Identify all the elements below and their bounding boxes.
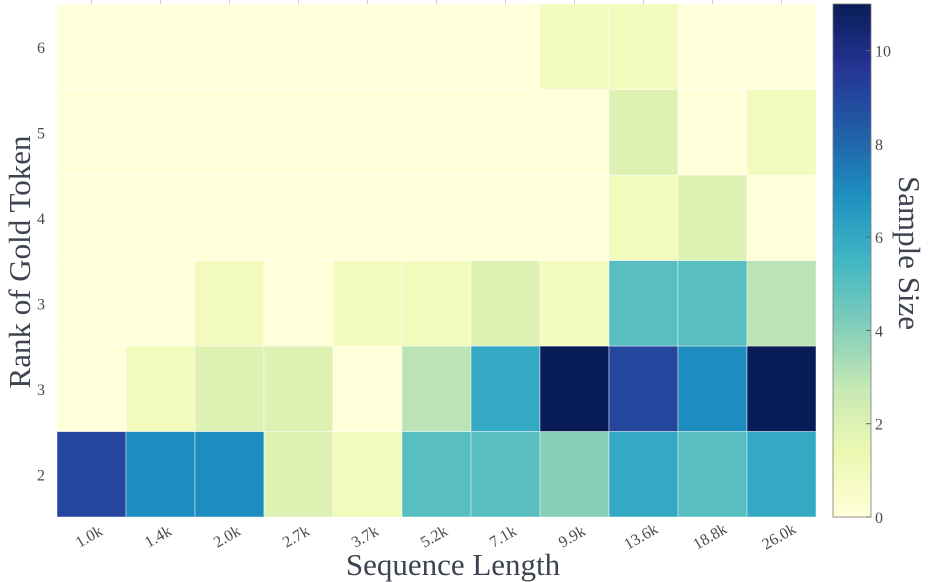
heatmap-cell bbox=[56, 89, 127, 176]
heatmap-cell bbox=[470, 260, 541, 347]
x-tick-label: 13.6k bbox=[621, 521, 661, 554]
heatmap-cell bbox=[746, 260, 817, 347]
heatmap-cell bbox=[56, 345, 127, 432]
x-tick-label: 26.0k bbox=[759, 521, 799, 554]
colorbar-tick-label: 4 bbox=[875, 324, 883, 341]
heatmap-cell bbox=[263, 89, 334, 176]
heatmap-cell bbox=[539, 431, 610, 518]
y-tick-labels: 2 3 3 4 5 6 bbox=[37, 40, 45, 484]
heatmap-cell bbox=[332, 431, 403, 518]
heatmap-cell bbox=[539, 3, 610, 90]
x-tick-label: 1.0k bbox=[73, 523, 106, 552]
heatmap-cell bbox=[56, 431, 127, 518]
heatmap-cell bbox=[401, 89, 472, 176]
heatmap-cell bbox=[401, 431, 472, 518]
heatmap-cell bbox=[470, 431, 541, 518]
heatmap-cell bbox=[470, 174, 541, 261]
heatmap-cell bbox=[401, 3, 472, 90]
x-tick-label: 1.4k bbox=[142, 523, 175, 552]
heatmap-cell bbox=[125, 431, 196, 518]
heatmap-cell bbox=[470, 3, 541, 90]
y-axis-title: Rank of Gold Token bbox=[2, 135, 37, 388]
heatmap-cell bbox=[332, 3, 403, 90]
colorbar-tick-label: 2 bbox=[875, 417, 883, 434]
x-axis-title: Sequence Length bbox=[346, 547, 561, 582]
heatmap-cell bbox=[608, 260, 679, 347]
colorbar-tick-label: 0 bbox=[875, 510, 883, 527]
heatmap-cell bbox=[263, 345, 334, 432]
heatmap-cell bbox=[608, 3, 679, 90]
heatmap-cell bbox=[677, 174, 748, 261]
heatmap-cell bbox=[608, 89, 679, 176]
y-tick-label: 3 bbox=[37, 382, 45, 399]
heatmap-cell bbox=[746, 89, 817, 176]
heatmap-cell bbox=[194, 260, 265, 347]
heatmap-cell bbox=[263, 174, 334, 261]
heatmap-cell bbox=[401, 345, 472, 432]
heatmap-cell bbox=[263, 3, 334, 90]
colorbar-tick-label: 10 bbox=[875, 44, 891, 61]
y-tick-label: 6 bbox=[37, 40, 45, 57]
heatmap-cell bbox=[746, 345, 817, 432]
heatmap-cell bbox=[332, 89, 403, 176]
x-tick-label: 9.9k bbox=[556, 523, 589, 552]
x-tick-label: 2.7k bbox=[280, 523, 313, 552]
heatmap-cell bbox=[125, 345, 196, 432]
heatmap-cell bbox=[470, 89, 541, 176]
heatmap-cell bbox=[125, 89, 196, 176]
heatmap-cell bbox=[677, 345, 748, 432]
heatmap-cell bbox=[746, 174, 817, 261]
heatmap-cell bbox=[608, 431, 679, 518]
heatmap-cell bbox=[332, 174, 403, 261]
heatmap-cell bbox=[746, 3, 817, 90]
heatmap-cell bbox=[56, 3, 127, 90]
heatmap-cell bbox=[263, 431, 334, 518]
heatmap-cell bbox=[677, 431, 748, 518]
heatmap-cell bbox=[608, 174, 679, 261]
y-tick-label: 2 bbox=[37, 467, 45, 484]
heatmap-cell bbox=[125, 260, 196, 347]
y-tick-label: 3 bbox=[37, 296, 45, 313]
heatmap-cell bbox=[194, 345, 265, 432]
heatmap-cell bbox=[125, 174, 196, 261]
heatmap-cells bbox=[56, 0, 817, 518]
heatmap-cell bbox=[125, 3, 196, 90]
heatmap-cell bbox=[194, 431, 265, 518]
heatmap-cell bbox=[194, 89, 265, 176]
heatmap-cell bbox=[539, 174, 610, 261]
x-tick-label: 18.8k bbox=[690, 521, 730, 554]
heatmap-cell bbox=[194, 3, 265, 90]
heatmap-cell bbox=[608, 345, 679, 432]
heatmap-cell bbox=[677, 89, 748, 176]
y-tick-label: 5 bbox=[37, 125, 45, 142]
heatmap-cell bbox=[539, 345, 610, 432]
heatmap-cell bbox=[470, 345, 541, 432]
heatmap-cell bbox=[539, 260, 610, 347]
y-tick-label: 4 bbox=[37, 211, 45, 228]
colorbar-tick-labels: 0 2 4 6 8 10 bbox=[866, 44, 891, 527]
colorbar-tick-label: 8 bbox=[875, 137, 883, 154]
colorbar-tick-label: 6 bbox=[875, 230, 883, 247]
heatmap-cell bbox=[194, 174, 265, 261]
heatmap-cell bbox=[401, 174, 472, 261]
colorbar bbox=[832, 3, 872, 518]
x-tick-label: 2.0k bbox=[211, 523, 244, 552]
heatmap-cell bbox=[56, 174, 127, 261]
heatmap-cell bbox=[746, 431, 817, 518]
heatmap-cell bbox=[332, 260, 403, 347]
heatmap-cell bbox=[677, 260, 748, 347]
heatmap-cell bbox=[56, 260, 127, 347]
heatmap-cell bbox=[539, 89, 610, 176]
heatmap-cell bbox=[677, 3, 748, 90]
colorbar-title: Sample Size bbox=[892, 176, 927, 330]
heatmap-cell bbox=[263, 260, 334, 347]
heatmap-cell bbox=[332, 345, 403, 432]
heatmap-cell bbox=[401, 260, 472, 347]
